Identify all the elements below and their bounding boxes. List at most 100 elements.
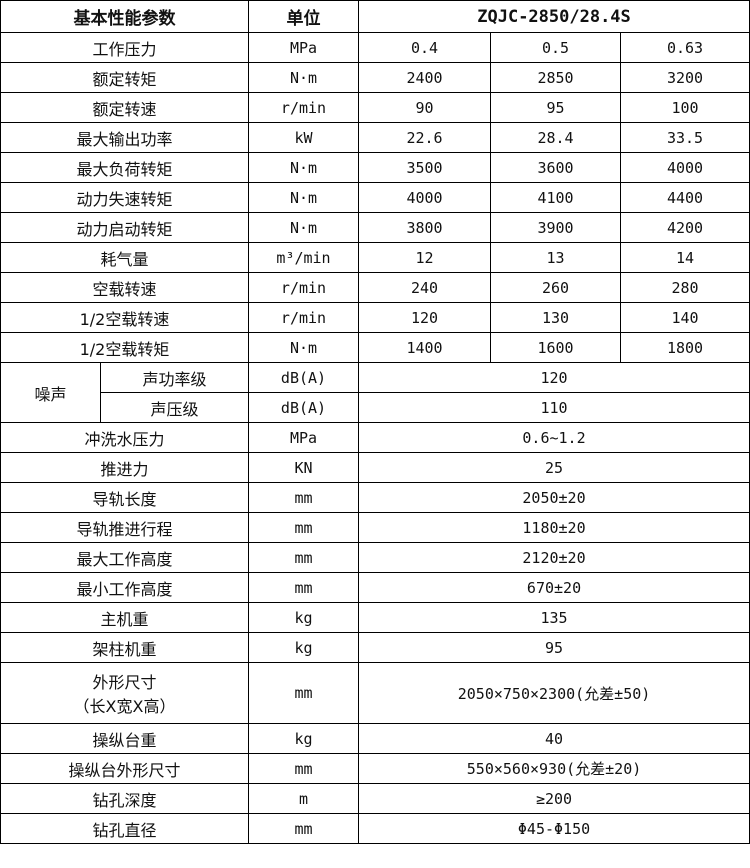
- param-name: 架柱机重: [0, 632, 249, 663]
- table-row: 1/2空载转速 r/min 120 130 140: [0, 302, 750, 333]
- value-cell: 4000: [619, 152, 750, 183]
- unit-cell: mm: [248, 482, 359, 513]
- unit-cell: r/min: [248, 272, 359, 303]
- value-cell: 3800: [358, 212, 491, 243]
- param-name: 动力启动转矩: [0, 212, 249, 243]
- value-cell: 0.6~1.2: [357, 422, 750, 453]
- param-name: 声压级: [100, 392, 249, 423]
- param-name: 额定转速: [0, 92, 249, 123]
- value-cell: 33.5: [619, 122, 750, 153]
- value-cell: 4400: [619, 182, 750, 213]
- value-cell: 13: [490, 242, 621, 273]
- unit-cell: mm: [248, 572, 359, 603]
- table-row: 最大工作高度 mm 2120±20: [0, 542, 750, 573]
- value-cell: 0.4: [358, 32, 491, 63]
- param-name: 钻孔直径: [0, 813, 249, 844]
- value-cell: 12: [358, 242, 491, 273]
- value-cell: 135: [357, 602, 750, 633]
- unit-cell: KN: [248, 452, 359, 483]
- value-cell: 260: [490, 272, 621, 303]
- table-row: 主机重 kg 135: [0, 602, 750, 633]
- table-row: 最大负荷转矩 N·m 3500 3600 4000: [0, 152, 750, 183]
- table-row: 导轨推进行程 mm 1180±20: [0, 512, 750, 543]
- value-cell: 25: [357, 452, 750, 483]
- value-cell: 240: [358, 272, 491, 303]
- dims-name-line1: 外形尺寸: [92, 673, 157, 692]
- table-row: 最大输出功率 kW 22.6 28.4 33.5: [0, 122, 750, 153]
- table-row: 外形尺寸 （长X宽X高） mm 2050×750×2300(允差±50): [0, 662, 750, 724]
- value-cell: 1400: [358, 332, 491, 363]
- value-cell: 3500: [358, 152, 491, 183]
- param-name: 冲洗水压力: [0, 422, 249, 453]
- value-cell: 120: [357, 362, 750, 393]
- unit-cell: kg: [248, 602, 359, 633]
- table-row: 额定转速 r/min 90 95 100: [0, 92, 750, 123]
- param-name: 1/2空载转矩: [0, 332, 249, 363]
- table-row: 操纵台重 kg 40: [0, 723, 750, 754]
- unit-cell: mm: [248, 753, 359, 784]
- dims-name-line2: （长X宽X高）: [73, 697, 176, 716]
- unit-cell: kg: [248, 723, 359, 754]
- table-row: 操纵台外形尺寸 mm 550×560×930(允差±20): [0, 753, 750, 784]
- unit-cell: N·m: [248, 152, 359, 183]
- unit-cell: N·m: [248, 212, 359, 243]
- unit-cell: MPa: [248, 422, 359, 453]
- param-name: 推进力: [0, 452, 249, 483]
- param-name: 钻孔深度: [0, 783, 249, 814]
- table-row: 空载转速 r/min 240 260 280: [0, 272, 750, 303]
- param-name: 1/2空载转速: [0, 302, 249, 333]
- param-name: 最大负荷转矩: [0, 152, 249, 183]
- unit-cell: dB(A): [248, 362, 359, 393]
- param-name: 最小工作高度: [0, 572, 249, 603]
- header-param: 基本性能参数: [0, 0, 249, 33]
- value-cell: 1800: [619, 332, 750, 363]
- table-row: 动力启动转矩 N·m 3800 3900 4200: [0, 212, 750, 243]
- value-cell: 2050×750×2300(允差±50): [357, 662, 750, 724]
- table-row: 钻孔深度 m ≥200: [0, 783, 750, 814]
- unit-cell: N·m: [248, 182, 359, 213]
- value-cell: 100: [619, 92, 750, 123]
- unit-cell: m³/min: [248, 242, 359, 273]
- table-row: 钻孔直径 mm Φ45-Φ150: [0, 813, 750, 844]
- unit-cell: kW: [248, 122, 359, 153]
- table-row: 架柱机重 kg 95: [0, 632, 750, 663]
- param-name: 动力失速转矩: [0, 182, 249, 213]
- unit-cell: r/min: [248, 302, 359, 333]
- value-cell: 140: [619, 302, 750, 333]
- value-cell: 90: [358, 92, 491, 123]
- value-cell: 28.4: [490, 122, 621, 153]
- unit-cell: mm: [248, 813, 359, 844]
- param-name: 导轨推进行程: [0, 512, 249, 543]
- table-row: 工作压力 MPa 0.4 0.5 0.63: [0, 32, 750, 63]
- param-name: 外形尺寸 （长X宽X高）: [0, 662, 249, 724]
- param-name: 额定转矩: [0, 62, 249, 93]
- param-name: 最大输出功率: [0, 122, 249, 153]
- unit-cell: m: [248, 783, 359, 814]
- value-cell: 2050±20: [357, 482, 750, 513]
- value-cell: 130: [490, 302, 621, 333]
- table-row: 动力失速转矩 N·m 4000 4100 4400: [0, 182, 750, 213]
- table-row: 推进力 KN 25: [0, 452, 750, 483]
- value-cell: 3200: [619, 62, 750, 93]
- unit-cell: N·m: [248, 332, 359, 363]
- value-cell: 14: [619, 242, 750, 273]
- table-row: 最小工作高度 mm 670±20: [0, 572, 750, 603]
- table-row: 耗气量 m³/min 12 13 14: [0, 242, 750, 273]
- value-cell: 40: [357, 723, 750, 754]
- table-row: 导轨长度 mm 2050±20: [0, 482, 750, 513]
- value-cell: 110: [357, 392, 750, 423]
- param-name: 耗气量: [0, 242, 249, 273]
- value-cell: 95: [490, 92, 621, 123]
- spec-table: 基本性能参数 单位 ZQJC-2850/28.4S 工作压力 MPa 0.4 0.5 0…: [0, 0, 750, 844]
- value-cell: 4200: [619, 212, 750, 243]
- param-name: 操纵台重: [0, 723, 249, 754]
- param-name: 工作压力: [0, 32, 249, 63]
- table-row: 冲洗水压力 MPa 0.6~1.2: [0, 422, 750, 453]
- value-cell: 3600: [490, 152, 621, 183]
- value-cell: 4000: [358, 182, 491, 213]
- param-name: 空载转速: [0, 272, 249, 303]
- value-cell: 550×560×930(允差±20): [357, 753, 750, 784]
- unit-cell: mm: [248, 512, 359, 543]
- value-cell: 670±20: [357, 572, 750, 603]
- header-model: ZQJC-2850/28.4S: [357, 0, 750, 33]
